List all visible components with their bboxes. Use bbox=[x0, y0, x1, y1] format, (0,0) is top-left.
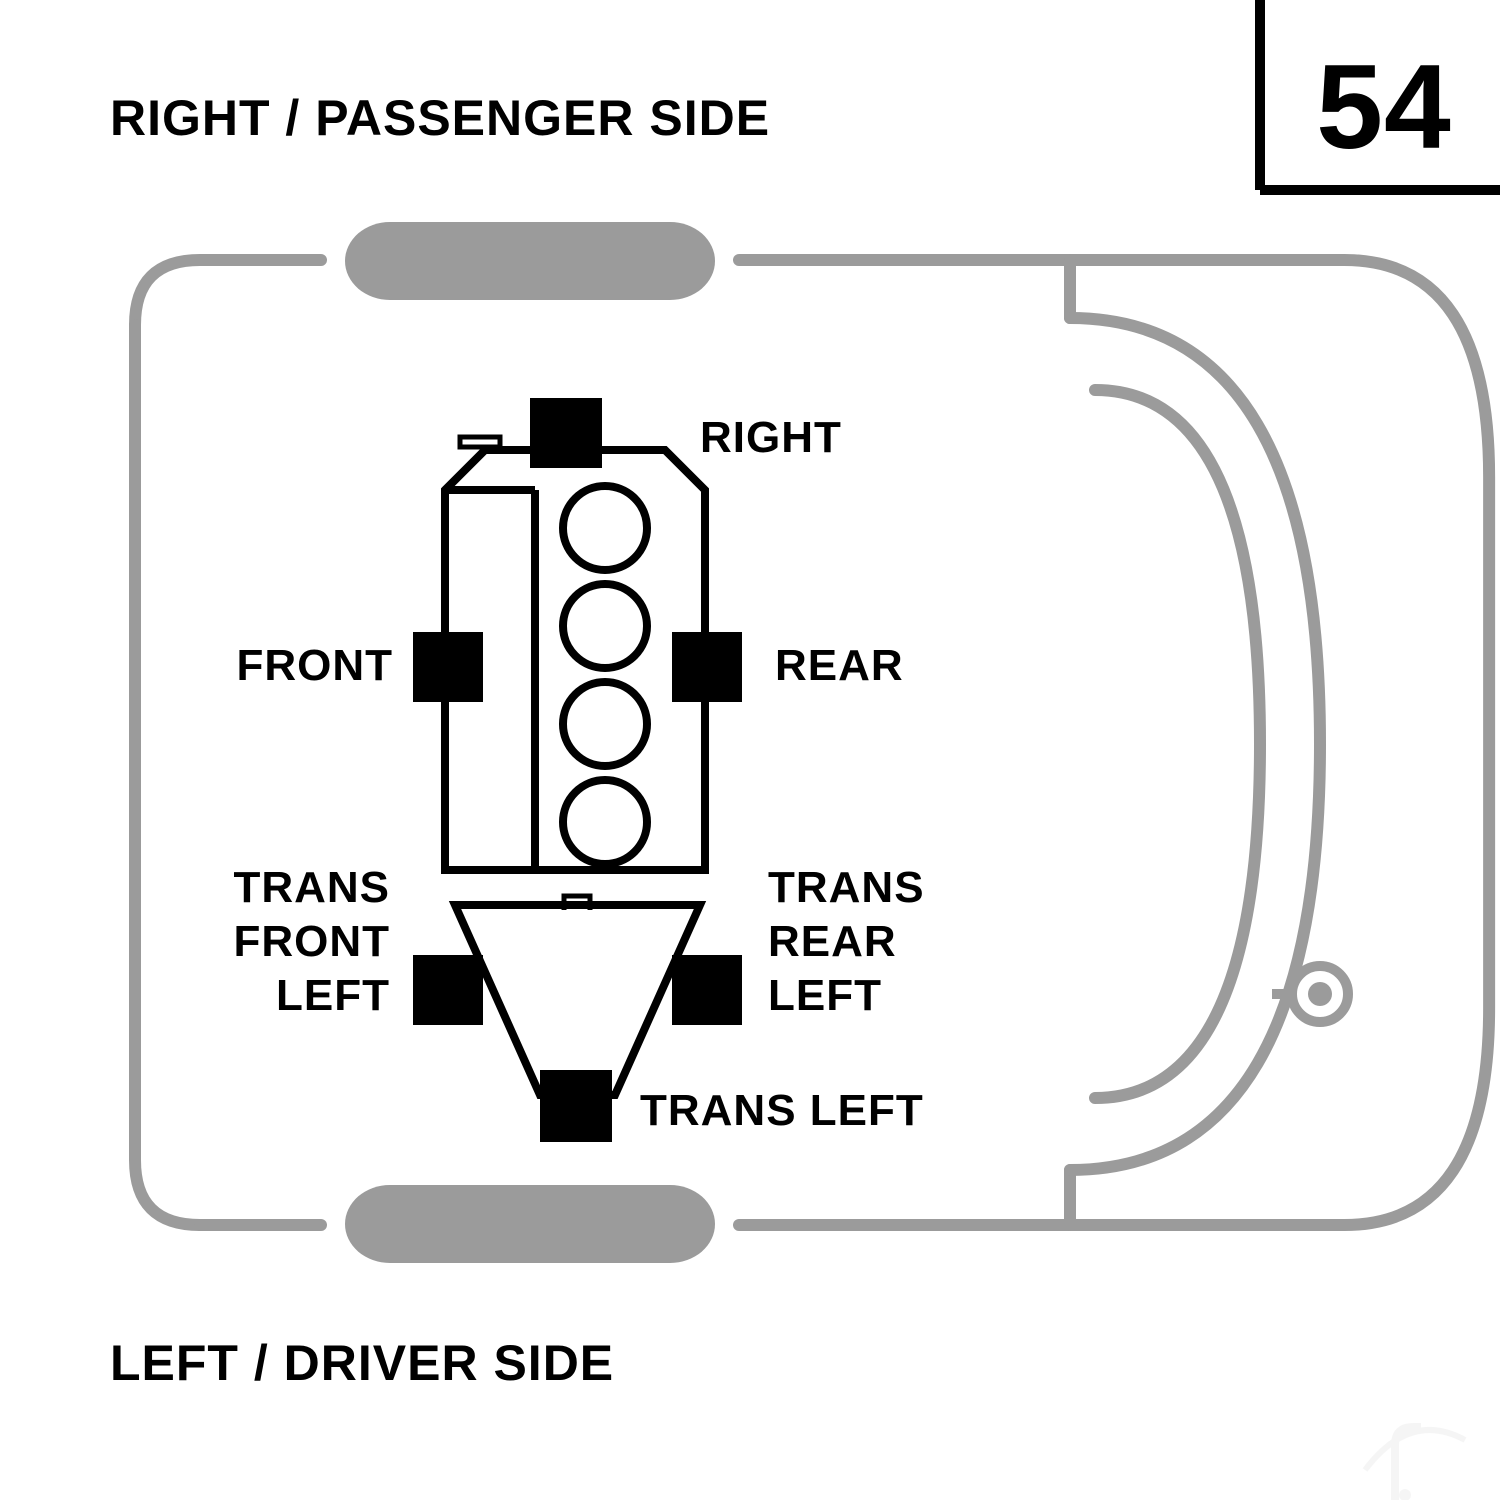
cylinder-4 bbox=[563, 780, 647, 864]
mount-label-trans-rear-left-line1: TRANS bbox=[768, 863, 925, 912]
mount-label-trans-left-line1: TRANS LEFT bbox=[640, 1086, 924, 1135]
mount-trans-left bbox=[540, 1070, 612, 1142]
header-bottom: LEFT / DRIVER SIDE bbox=[110, 1335, 614, 1391]
mount-front bbox=[413, 632, 483, 702]
mount-label-front: FRONT bbox=[236, 641, 393, 690]
mount-rear bbox=[672, 632, 742, 702]
mount-label-trans-rear-left-line3: LEFT bbox=[768, 971, 882, 1020]
mount-label-trans-rear-left-line2: REAR bbox=[768, 917, 897, 966]
engine bbox=[445, 437, 705, 870]
mount-right bbox=[530, 398, 602, 468]
mount-label-front-line1: FRONT bbox=[236, 641, 393, 690]
wheel-bottom bbox=[345, 1185, 715, 1263]
cylinder-2 bbox=[563, 584, 647, 668]
mount-label-right-line1: RIGHT bbox=[700, 413, 842, 462]
mount-label-rear: REAR bbox=[775, 641, 904, 690]
mount-trans-rear-left bbox=[672, 955, 742, 1025]
mount-label-trans-front-left-line3: LEFT bbox=[276, 971, 390, 1020]
cylinder-1 bbox=[563, 486, 647, 570]
mount-label-trans-front-left-line1: TRANS bbox=[233, 863, 390, 912]
mount-label-rear-line1: REAR bbox=[775, 641, 904, 690]
header-top: RIGHT / PASSENGER SIDE bbox=[110, 90, 770, 146]
cylinder-3 bbox=[563, 682, 647, 766]
page-number: 54 bbox=[1316, 40, 1451, 174]
mount-trans-front-left bbox=[413, 955, 483, 1025]
mount-label-right: RIGHT bbox=[700, 413, 842, 462]
mount-label-trans-front-left-line2: FRONT bbox=[233, 917, 390, 966]
wheel-top bbox=[345, 222, 715, 300]
canvas-bg bbox=[0, 0, 1500, 1500]
mount-label-trans-left: TRANS LEFT bbox=[640, 1086, 924, 1135]
